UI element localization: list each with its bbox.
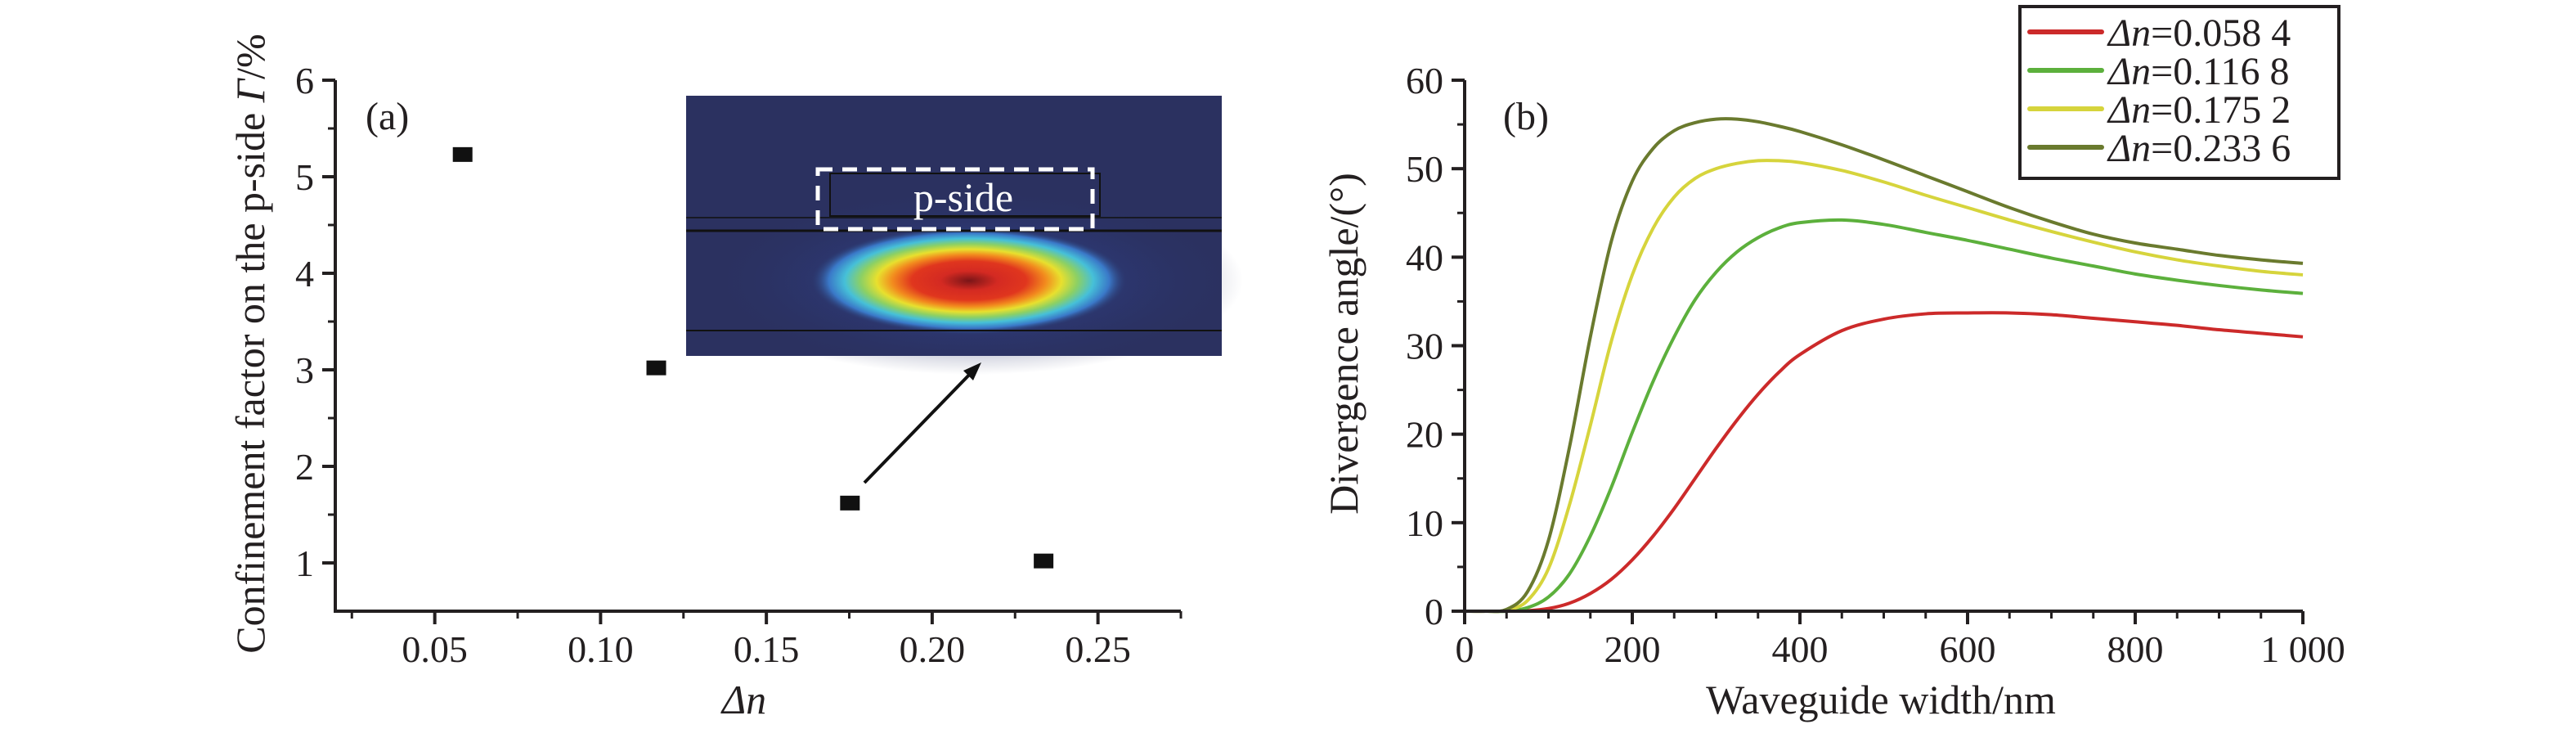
y-tick-label: 20	[1406, 414, 1443, 456]
y-tick-label: 10	[1406, 502, 1443, 544]
chart-a-axes	[334, 80, 1181, 613]
inset-mode-field	[810, 227, 1129, 335]
legend-entry: Δn=0.233 6	[2107, 127, 2291, 170]
series-line-2	[1464, 218, 2304, 614]
chart-a-points	[452, 146, 1054, 569]
chart-b-x-axis-title: Waveguide width/nm	[1706, 677, 2056, 722]
chart-b-legend: Δn=0.058 4Δn=0.116 8Δn=0.175 2Δn=0.233 6	[2018, 5, 2340, 180]
legend-entry: Δn=0.116 8	[2107, 50, 2289, 93]
legend-entry-symbol: Δn	[2107, 11, 2151, 55]
legend-entry-symbol: Δn	[2107, 50, 2151, 93]
x-tick-label: 0.25	[1065, 628, 1131, 670]
chart-a-y-ticks: 1 2 3 4 5 6	[295, 60, 335, 584]
data-point	[1034, 553, 1054, 569]
p-side-dashed-box	[815, 167, 1095, 232]
x-tick-label: 0.20	[900, 628, 966, 670]
x-tick-label: 0.10	[568, 628, 634, 670]
x-tick-label: 200	[1604, 628, 1661, 670]
x-tick-label: 0.05	[402, 628, 468, 670]
y-tick-label: 2	[295, 446, 314, 488]
chart-a: 1 2 3 4 5 6 0.05 0.10 0.15 0.20 0.25 (a) Confinem…	[227, 34, 1243, 722]
mode-field-inset: p-side	[686, 96, 1243, 375]
chart-b: 0 10 20 30 40 50 60 0 200 400 600 800 1 000 (b) Div…	[1321, 5, 2345, 722]
x-tick-label: 600	[1940, 628, 1996, 670]
chart-b-y-ticks: 0 10 20 30 40 50 60	[1406, 60, 1465, 632]
data-point	[646, 360, 666, 376]
chart-a-y-axis-title-main: Confinement factor on the p-side	[227, 102, 273, 653]
legend-entry-value: =0.233 6	[2151, 127, 2291, 170]
legend-entry-value: =0.175 2	[2151, 88, 2291, 132]
arrow-head-icon	[963, 362, 981, 380]
chart-b-series	[1464, 117, 2304, 614]
legend-entry-value: =0.116 8	[2151, 50, 2289, 93]
chart-b-x-ticks: 0 200 400 600 800 1 000	[1456, 611, 2345, 670]
inset-ridge-outline	[829, 173, 1101, 217]
x-tick-label: 0	[1456, 628, 1474, 670]
y-tick-label: 40	[1406, 236, 1443, 278]
y-tick-label: 5	[295, 156, 314, 198]
y-tick-label: 1	[295, 542, 314, 584]
x-tick-label: 0.15	[734, 628, 800, 670]
y-tick-label: 60	[1406, 60, 1443, 101]
chart-a-y-axis-title: Confinement factor on the p-side Γ/%	[227, 34, 273, 653]
data-point	[840, 495, 860, 511]
y-tick-label: 6	[295, 60, 314, 101]
chart-b-y-axis-title: Divergence angle/(°)	[1321, 173, 1367, 514]
y-tick-label: 4	[295, 253, 314, 295]
chart-a-x-axis-title: Δn	[720, 677, 766, 722]
legend-entry: Δn=0.058 4	[2107, 11, 2291, 55]
x-tick-label: 400	[1772, 628, 1829, 670]
legend-entry-symbol: Δn	[2107, 88, 2151, 132]
series-line-4	[1464, 117, 2304, 614]
chart-b-panel-label: (b)	[1503, 95, 1549, 138]
x-tick-label: 800	[2107, 628, 2164, 670]
legend-entry: Δn=0.175 2	[2107, 88, 2291, 132]
series-line-1	[1464, 311, 2304, 614]
y-tick-label: 50	[1406, 148, 1443, 190]
inset-pointer-arrow	[863, 362, 981, 484]
y-tick-label: 3	[295, 349, 314, 391]
chart-a-x-ticks: 0.05 0.10 0.15 0.20 0.25	[350, 611, 1183, 670]
series-line-3	[1464, 159, 2304, 614]
y-tick-label: 0	[1425, 591, 1443, 632]
legend-entry-symbol: Δn	[2107, 127, 2151, 170]
y-tick-label: 30	[1406, 326, 1443, 367]
chart-a-y-axis-title-gamma: Γ	[227, 77, 273, 103]
chart-a-y-axis-title-suffix: /%	[227, 34, 273, 79]
legend-entry-value: =0.058 4	[2151, 11, 2291, 55]
chart-a-panel-label: (a)	[366, 95, 409, 138]
data-point	[452, 146, 473, 162]
p-side-label: p-side	[913, 174, 1013, 220]
x-tick-label: 1 000	[2260, 628, 2345, 670]
